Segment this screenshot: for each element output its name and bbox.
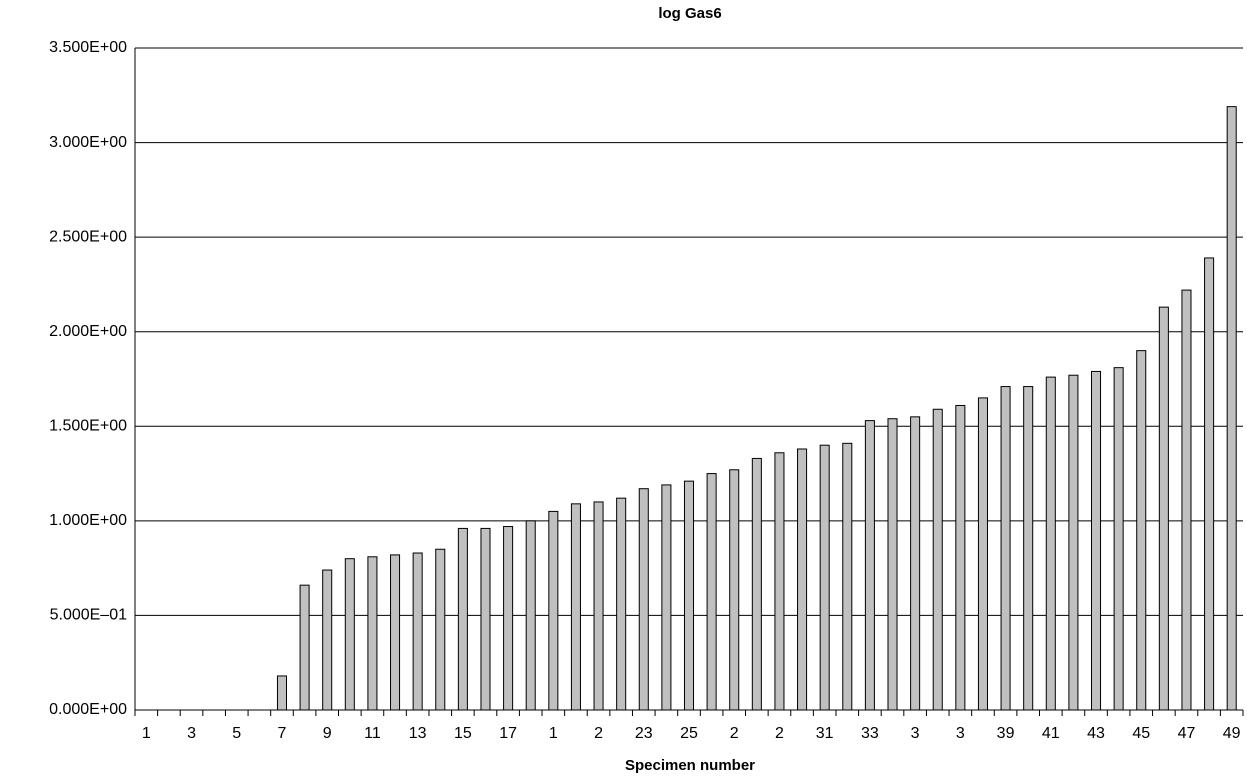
x-tick-label: 49 xyxy=(1223,725,1241,742)
x-tick-label: 15 xyxy=(454,725,472,742)
y-tick-label: 2.500E+00 xyxy=(49,228,127,245)
x-tick-label: 47 xyxy=(1178,725,1196,742)
x-tick-label: 17 xyxy=(499,725,517,742)
bar xyxy=(729,469,740,711)
x-axis-title: Specimen number xyxy=(625,757,755,774)
bar xyxy=(797,448,808,711)
bar xyxy=(1000,386,1011,711)
y-tick-label: 5.000E–01 xyxy=(50,607,128,624)
bar xyxy=(1226,106,1237,711)
bar xyxy=(344,558,355,711)
bar xyxy=(299,584,310,711)
x-tick-label: 9 xyxy=(323,725,332,742)
x-tick-label: 23 xyxy=(635,725,653,742)
y-tick-label: 2.000E+00 xyxy=(49,323,127,340)
x-tick-label: 33 xyxy=(861,725,879,742)
y-tick-label: 3.000E+00 xyxy=(49,134,127,151)
bar xyxy=(955,404,966,711)
x-tick-label: 3 xyxy=(187,725,196,742)
x-tick-label: 41 xyxy=(1042,725,1060,742)
y-tick-label: 1.000E+00 xyxy=(49,512,127,529)
bar xyxy=(864,420,875,711)
x-tick-label: 39 xyxy=(997,725,1015,742)
y-tick-label: 0.000E+00 xyxy=(49,701,127,718)
bar xyxy=(1090,370,1102,711)
bar xyxy=(842,442,853,711)
bar xyxy=(435,548,446,711)
chart-title: log Gas6 xyxy=(658,5,721,22)
bar xyxy=(1204,257,1215,711)
x-tick-label: 3 xyxy=(956,725,965,742)
bar xyxy=(525,520,536,711)
bar xyxy=(977,397,988,711)
bar xyxy=(1181,289,1192,711)
bar xyxy=(1045,376,1056,711)
bar xyxy=(593,501,604,711)
x-tick-label: 1 xyxy=(142,725,151,742)
x-tick-label: 1 xyxy=(549,725,558,742)
bar xyxy=(457,527,468,711)
bar xyxy=(367,556,378,711)
bar xyxy=(390,554,401,711)
bar xyxy=(1068,374,1079,711)
x-tick-label: 3 xyxy=(911,725,920,742)
x-tick-label: 31 xyxy=(816,725,834,742)
bar xyxy=(1113,367,1124,711)
bar xyxy=(322,569,333,711)
x-tick-label: 2 xyxy=(730,725,739,742)
y-tick-label: 3.500E+00 xyxy=(49,39,127,56)
bar xyxy=(1158,306,1169,711)
x-tick-label: 2 xyxy=(775,725,784,742)
y-tick-label: 1.500E+00 xyxy=(49,418,127,435)
bar xyxy=(887,418,898,711)
bar xyxy=(910,416,921,711)
bar xyxy=(774,452,785,711)
bar xyxy=(570,503,581,711)
bar xyxy=(683,480,695,711)
bar xyxy=(412,552,423,711)
x-tick-label: 7 xyxy=(278,725,287,742)
bar xyxy=(548,510,559,711)
bar xyxy=(276,675,288,711)
bar xyxy=(1023,386,1034,711)
bar xyxy=(706,473,717,711)
bar xyxy=(638,488,649,711)
bar xyxy=(751,457,762,711)
x-tick-label: 45 xyxy=(1132,725,1150,742)
x-tick-label: 5 xyxy=(232,725,241,742)
bar xyxy=(1136,350,1147,711)
x-tick-label: 25 xyxy=(680,725,698,742)
bar xyxy=(616,497,627,711)
x-tick-label: 43 xyxy=(1087,725,1105,742)
bar xyxy=(480,527,491,711)
x-tick-label: 13 xyxy=(409,725,427,742)
x-tick-label: 11 xyxy=(364,725,381,742)
bar xyxy=(503,526,514,711)
bar xyxy=(932,408,943,711)
bar xyxy=(819,444,830,711)
bar xyxy=(661,484,672,711)
x-tick-label: 2 xyxy=(594,725,603,742)
